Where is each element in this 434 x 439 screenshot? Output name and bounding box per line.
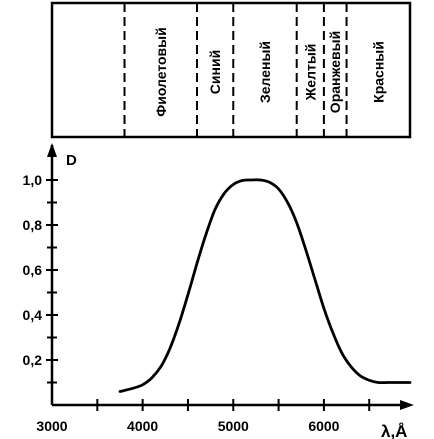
y-tick-label: 0,2 [23,352,43,368]
x-tick-label: 6000 [308,418,339,434]
y-tick-label: 0,6 [23,262,43,278]
band-label: Желтый [302,44,318,102]
plot-area [118,178,412,393]
band-panel-frame [50,1,412,139]
band-label: Фиолетовый [153,27,169,116]
axes: 3000 4000 5000 6000 0,2 0,4 0,6 0,8 1,0 [23,143,414,434]
x-tick-label: 3000 [36,418,67,434]
band-label: Синий [207,50,223,94]
y-tick-label: 0,8 [23,217,43,233]
x-tick-label: 5000 [218,418,249,434]
y-tick-label: 1,0 [23,172,43,188]
color-band-panel: Фиолетовый Синий Зеленый Желтый Оранжевый Кра… [50,1,412,139]
y-axis-label: D [66,152,77,169]
x-tick-label: 4000 [127,418,158,434]
x-axis-arrow [400,400,414,410]
band-label: Оранжевый [327,31,343,113]
series-line [118,178,412,393]
band-label: Красный [370,41,386,103]
x-axis-label: λ,Å [381,422,407,439]
band-label: Зеленый [257,41,273,103]
y-tick-label: 0,4 [23,307,43,323]
y-axis-arrow [47,143,57,157]
